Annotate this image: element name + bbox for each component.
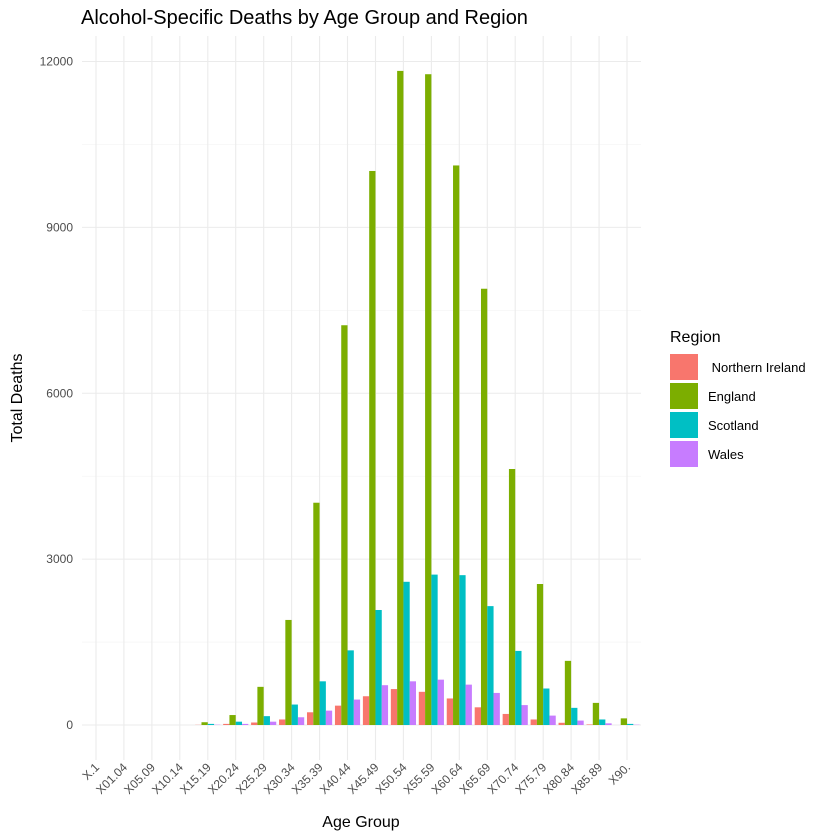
bar-wales (269, 721, 277, 725)
legend-swatch (670, 441, 698, 467)
bar-wales (521, 705, 528, 725)
bar-northern-ireland (334, 705, 342, 725)
legend-swatch (670, 354, 698, 380)
bar-scotland (319, 681, 326, 725)
bar-england (285, 619, 292, 725)
bars (195, 70, 640, 726)
bar-northern-ireland (474, 707, 481, 725)
bar-wales (577, 720, 584, 725)
bar-wales (605, 723, 612, 725)
legend: Region Northern Ireland England Scotland Wa… (670, 329, 806, 467)
bar-england (201, 722, 208, 725)
bar-england (425, 74, 432, 725)
bar-northern-ireland (586, 724, 593, 725)
bar-wales (381, 685, 389, 725)
bar-wales (409, 681, 417, 725)
bar-scotland (627, 723, 634, 725)
bar-scotland (599, 719, 606, 725)
bar-england (620, 718, 628, 725)
bar-northern-ireland (279, 719, 286, 725)
bar-england (369, 170, 376, 726)
legend-label: Wales (708, 447, 744, 462)
x-axis-title: Age Group (322, 814, 399, 831)
bar-scotland (263, 716, 270, 725)
legend-label: Scotland (708, 418, 759, 433)
y-axis-ticks: 0 3000 6000 9000 12000 (40, 55, 74, 733)
y-tick-label: 12000 (40, 55, 74, 69)
bar-england (536, 584, 544, 725)
legend-label: England (708, 389, 756, 404)
bar-scotland (571, 707, 578, 725)
bar-scotland (375, 609, 382, 725)
bar-wales (549, 715, 556, 725)
y-tick-label: 6000 (46, 386, 73, 400)
bar-wales (465, 684, 472, 725)
bar-northern-ireland (251, 722, 258, 725)
bar-scotland (543, 688, 550, 725)
bar-england (480, 288, 488, 725)
bar-england (229, 715, 236, 725)
bar-northern-ireland (306, 712, 314, 725)
legend-items: Northern Ireland England Scotland Wales (670, 354, 806, 467)
bar-northern-ireland (446, 698, 454, 725)
bar-scotland (347, 650, 354, 725)
y-tick-label: 9000 (46, 220, 73, 234)
bar-scotland (515, 650, 522, 725)
y-axis-title: Total Deaths (9, 354, 26, 443)
bar-northern-ireland (223, 723, 230, 725)
legend-swatch (670, 412, 698, 438)
bar-wales (353, 699, 361, 725)
bar-northern-ireland (362, 696, 370, 725)
bar-northern-ireland (530, 719, 537, 725)
bar-scotland (459, 575, 466, 725)
grid-lines (82, 36, 641, 760)
bar-scotland (431, 574, 438, 725)
x-tick-label: X90. (606, 760, 633, 787)
y-tick-label: 0 (66, 718, 73, 732)
bar-scotland (291, 704, 298, 725)
bar-scotland (207, 723, 215, 725)
bar-england (341, 325, 348, 725)
x-tick-label: X.1 (79, 760, 102, 783)
bar-england (564, 660, 572, 725)
bar-wales (297, 717, 305, 725)
legend-swatch (670, 383, 698, 409)
bar-scotland (487, 606, 494, 725)
bar-northern-ireland (558, 722, 565, 725)
bar-wales (325, 710, 333, 725)
chart-title: Alcohol-Specific Deaths by Age Group and… (81, 7, 528, 29)
legend-title: Region (670, 329, 721, 346)
bar-england (257, 686, 264, 725)
bar-wales (437, 679, 444, 725)
legend-label: Northern Ireland (708, 360, 806, 375)
bar-northern-ireland (502, 713, 509, 725)
bar-wales (493, 692, 500, 725)
bar-northern-ireland (390, 689, 398, 725)
bar-wales (242, 723, 249, 725)
bar-scotland (235, 721, 243, 725)
x-tick-label: X85.89 (568, 760, 605, 797)
bar-england (453, 165, 460, 725)
bar-england (592, 702, 600, 725)
bar-england (313, 502, 320, 725)
x-axis-ticks: X.1X01.04X05.09X10.14X15.19X20.24X25.29X… (79, 760, 633, 797)
bar-scotland (403, 581, 410, 725)
bar-northern-ireland (418, 691, 426, 725)
y-tick-label: 3000 (46, 552, 73, 566)
bar-england (508, 468, 516, 725)
bar-england (397, 70, 404, 725)
